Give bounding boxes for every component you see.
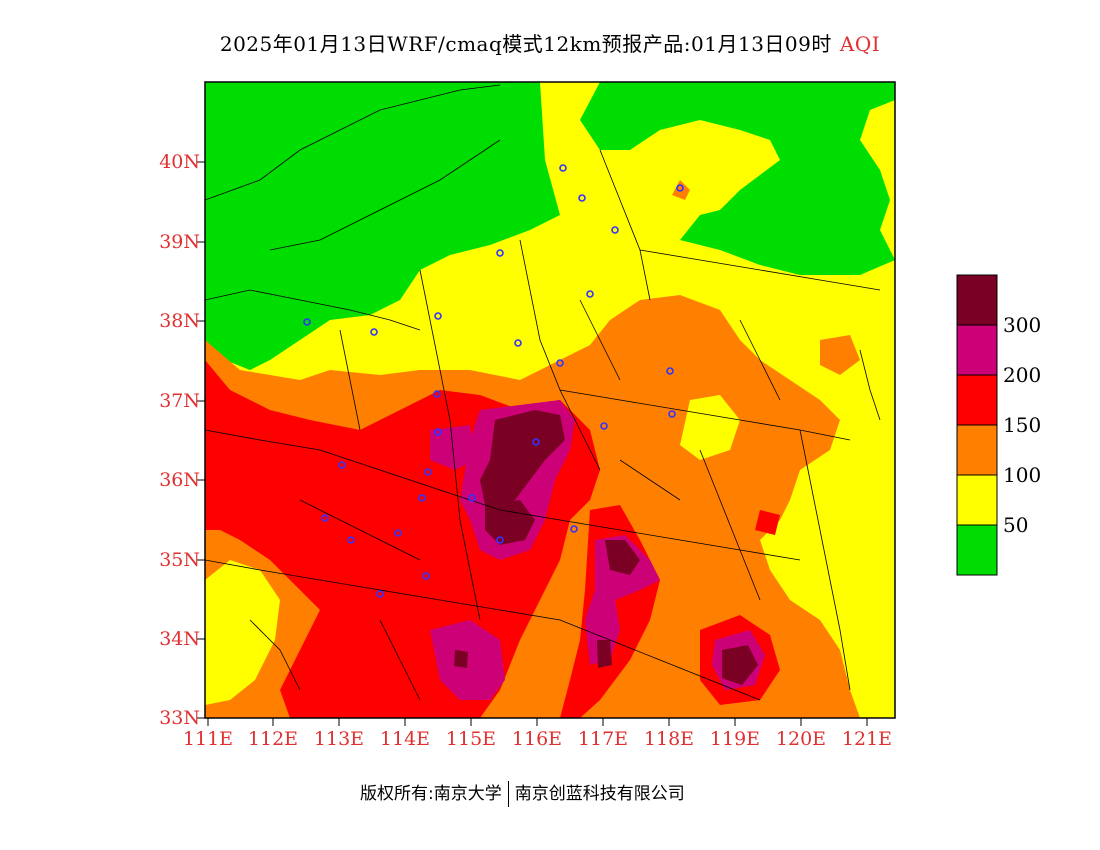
footer-owner: 版权所有:南京大学 <box>360 784 502 804</box>
lon-label-116e: 116E <box>511 728 563 750</box>
title-text: 2025年01月13日WRF/cmaq模式12km预报产品:01月13日09时 <box>219 32 832 56</box>
legend-swatch-yellow <box>956 474 998 526</box>
lat-label-34n: 34N <box>159 628 200 650</box>
red-blob-e2 <box>755 510 780 535</box>
lat-label-36n: 36N <box>159 469 200 491</box>
legend-swatch-maroon <box>956 274 998 326</box>
lon-label-112e: 112E <box>247 728 299 750</box>
map-frame <box>204 81 896 719</box>
legend-label-300: 300 <box>1003 313 1042 337</box>
maroon-region-se <box>722 645 758 685</box>
lon-label-111e: 111E <box>182 728 234 750</box>
lon-label-115e: 115E <box>445 728 497 750</box>
yellow-pocket-sw <box>205 560 280 705</box>
city-markers <box>303 164 684 598</box>
footer-separator <box>507 781 509 807</box>
legend-label-150: 150 <box>1003 413 1042 437</box>
lon-label-113e: 113E <box>313 728 365 750</box>
orange-blob-ne <box>820 335 860 375</box>
lon-label-117e: 117E <box>577 728 629 750</box>
legend-colorbar <box>956 274 998 576</box>
lon-label-121e: 121E <box>841 728 893 750</box>
lon-label-118e: 118E <box>643 728 695 750</box>
boundary-lines <box>205 84 881 701</box>
legend-label-50: 50 <box>1003 513 1029 537</box>
lat-label-38n: 38N <box>159 310 200 332</box>
lat-ticks <box>197 161 205 719</box>
green-region-northeast <box>580 82 895 275</box>
lon-label-114e: 114E <box>379 728 431 750</box>
lat-label-33n: 33N <box>159 707 200 729</box>
orange-blob-north <box>672 180 690 200</box>
maroon-region-south <box>454 650 468 668</box>
lat-label-35n: 35N <box>159 549 200 571</box>
lat-label-40n: 40N <box>159 151 200 173</box>
map-title: 2025年01月13日WRF/cmaq模式12km预报产品:01月13日09时 A… <box>0 28 1100 57</box>
maroon-region-center <box>480 410 565 510</box>
maroon-region-east <box>605 540 640 575</box>
legend-swatch-red <box>956 374 998 426</box>
lat-label-37n: 37N <box>159 390 200 412</box>
lat-label-39n: 39N <box>159 231 200 253</box>
legend-swatch-magenta <box>956 324 998 376</box>
green-region-west <box>205 82 560 370</box>
lon-label-120e: 120E <box>775 728 827 750</box>
magenta-region-east <box>585 535 660 665</box>
maroon-region-center2 <box>485 500 535 545</box>
maroon-region-east2 <box>597 640 612 668</box>
title-aqi-tag: AQI <box>839 32 881 56</box>
copyright-footer: 版权所有:南京大学 南京创蓝科技有限公司 <box>360 779 685 807</box>
legend-swatch-green <box>956 524 998 576</box>
lon-ticks <box>207 718 868 726</box>
legend-label-200: 200 <box>1003 363 1042 387</box>
lon-label-119e: 119E <box>709 728 761 750</box>
legend-swatch-orange <box>956 424 998 476</box>
aqi-field <box>205 82 895 718</box>
legend-label-100: 100 <box>1003 463 1042 487</box>
yellow-pocket-east <box>680 395 740 460</box>
footer-company: 南京创蓝科技有限公司 <box>514 784 685 804</box>
